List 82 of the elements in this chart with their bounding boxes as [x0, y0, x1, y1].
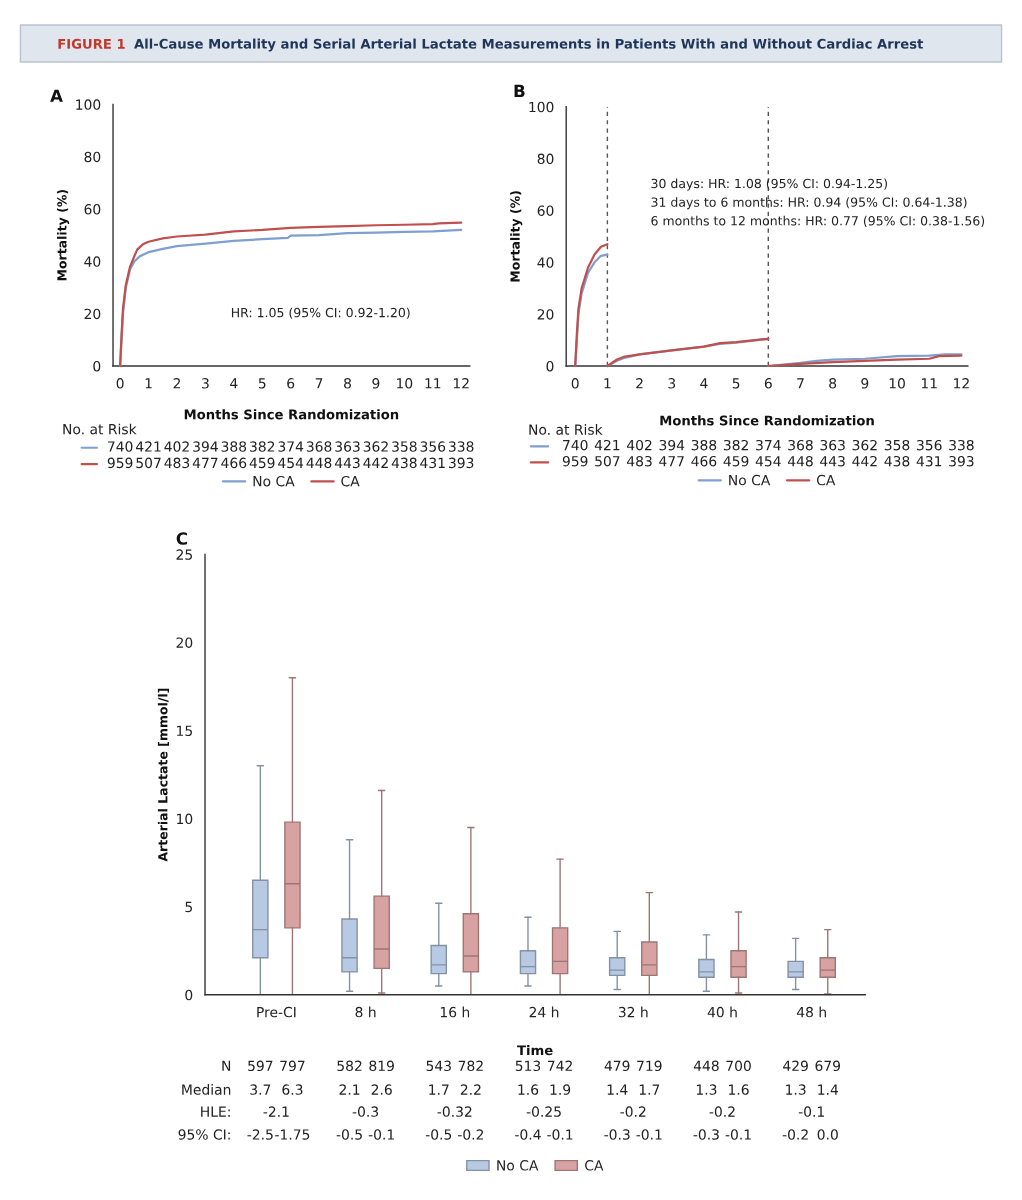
y-tick-label: 25 — [176, 549, 192, 560]
x-tick-label: 3 — [668, 378, 676, 389]
text: 740 421 402 394 388 382 374 368 363 362 358 356 338 — [108, 441, 474, 452]
y-tick-label: 15 — [177, 725, 192, 737]
x-tick-label: 5 — [258, 378, 266, 389]
y-axis-title: Arterial Lactate [mmol/l] — [157, 688, 170, 862]
y-axis-title: Mortality (%) — [510, 191, 523, 282]
x-tick-label: 0 — [571, 378, 579, 389]
x-tick-label: 11 — [921, 378, 937, 389]
x-axis-title: Time — [517, 1045, 553, 1056]
y-tick-label: 5 — [185, 901, 192, 913]
x-tick-label: 4 — [230, 378, 238, 389]
text: 959 507 483 477 466 459 454 448 443 442 438 431 393 — [562, 455, 974, 467]
x-tick-label: 12 — [954, 378, 969, 389]
x-tick-label: 1 — [604, 378, 611, 389]
x-tick-label: 32 h — [618, 1006, 648, 1018]
x-tick-label: 9 — [861, 378, 869, 389]
y-tick-label: 100 — [529, 101, 554, 113]
x-tick-label: 3 — [202, 378, 209, 389]
text: 95% CI: -2.5 -1.75 -0.5 -0.1 -0.5 -0.2 -0.4 -0.1 -0.3 -0.1 -0.3 -0.1 -0.2 0.0 — [178, 1129, 838, 1140]
chart-subtitle: A — [50, 89, 63, 102]
y-tick-label: 20 — [537, 309, 554, 320]
x-tick-label: 24 h — [529, 1006, 559, 1018]
x-tick-label: 8 — [344, 378, 351, 389]
y-tick-label: 20 — [176, 637, 193, 648]
y-tick-label: 40 — [537, 257, 554, 268]
y-tick-label: 60 — [84, 204, 101, 215]
x-tick-label: 48 h — [796, 1006, 826, 1018]
y-tick-label: 0 — [93, 360, 101, 372]
chart-subtitle: C — [176, 532, 187, 545]
x-tick-label: 5 — [732, 378, 740, 389]
chart-title: FIGURE 1 All-Cause Mortality and Serial Arterial Lactate Measurements in Patients With and Without Cardiac Arrest — [58, 38, 924, 52]
x-tick-label: 40 h — [707, 1006, 737, 1018]
text: 959 507 483 477 466 459 454 448 443 442 438 431 393 — [107, 457, 474, 469]
x-tick-label: 8 — [829, 378, 837, 389]
line-series — [606, 337, 770, 368]
y-tick-label: 0 — [185, 989, 193, 1001]
text: N 597 797 582 819 543 782 513 742 479 719 448 700 429 679 — [222, 1060, 841, 1072]
y-tick-label: 40 — [84, 256, 101, 267]
legend-label: CA — [816, 474, 836, 486]
x-tick-label: 12 — [453, 378, 469, 389]
y-tick-label: 100 — [76, 99, 101, 110]
text: Median 3.7 6.3 2.1 2.6 1.7 2.2 1.6 1.9 1.4 1.7 1.3 1.6 1.3 1.4 — [182, 1084, 839, 1095]
annotation: 6 months to 12 months: HR: 0.77 (95% CI: 0.38-1.56) — [651, 215, 985, 227]
y-tick-label: 20 — [84, 308, 101, 320]
legend-label: No CA — [253, 475, 295, 487]
y-tick-label: 0 — [546, 360, 554, 372]
x-axis-title: Months Since Randomization — [660, 415, 874, 426]
y-tick-label: 80 — [537, 153, 554, 165]
y-tick-label: 10 — [177, 813, 193, 825]
y-tick-label: 80 — [84, 151, 101, 163]
x-tick-label: 2 — [636, 378, 643, 389]
annotation: HR: 1.05 (95% CI: 0.92-1.20) — [231, 307, 410, 319]
text: No. at Risk — [63, 423, 137, 435]
legend-label: CA — [585, 1160, 604, 1171]
x-tick-label: 9 — [372, 378, 380, 389]
x-tick-label: 11 — [425, 378, 441, 389]
x-tick-label: 10 — [397, 378, 413, 389]
legend-label: CA — [341, 475, 360, 487]
annotation: 31 days to 6 months: HR: 0.94 (95% CI: 0.64-1.38) — [651, 197, 967, 210]
text: 740 421 402 394 388 382 374 368 363 362 358 356 338 — [563, 439, 974, 451]
x-tick-label: 7 — [797, 378, 804, 389]
legend-label: No CA — [729, 474, 771, 486]
x-tick-label: 4 — [700, 378, 708, 389]
x-tick-label: 1 — [145, 378, 152, 389]
legend-label: No CA — [497, 1160, 539, 1171]
x-tick-label: 7 — [315, 378, 323, 389]
text: HLE: -2.1 -0.3 -0.32 -0.25 -0.2 -0.2 -0.1 — [201, 1106, 824, 1117]
x-tick-label: 2 — [173, 378, 181, 389]
x-axis-title: Months Since Randomization — [184, 409, 399, 420]
y-axis-title: Mortality (%) — [56, 189, 70, 281]
x-tick-label: 10 — [889, 378, 905, 389]
chart-subtitle: B — [514, 84, 525, 97]
x-tick-label: Pre-CI — [257, 1006, 296, 1018]
x-tick-label: 6 — [287, 378, 295, 389]
annotation: 30 days: HR: 1.08 (95% CI: 0.94-1.25) — [651, 178, 887, 191]
x-tick-label: 6 — [764, 378, 772, 389]
x-tick-label: 16 h — [440, 1006, 470, 1018]
x-tick-label: 8 h — [355, 1006, 376, 1018]
y-tick-label: 60 — [537, 205, 554, 216]
x-tick-label: 0 — [116, 378, 124, 389]
text: No. at Risk — [529, 424, 603, 435]
